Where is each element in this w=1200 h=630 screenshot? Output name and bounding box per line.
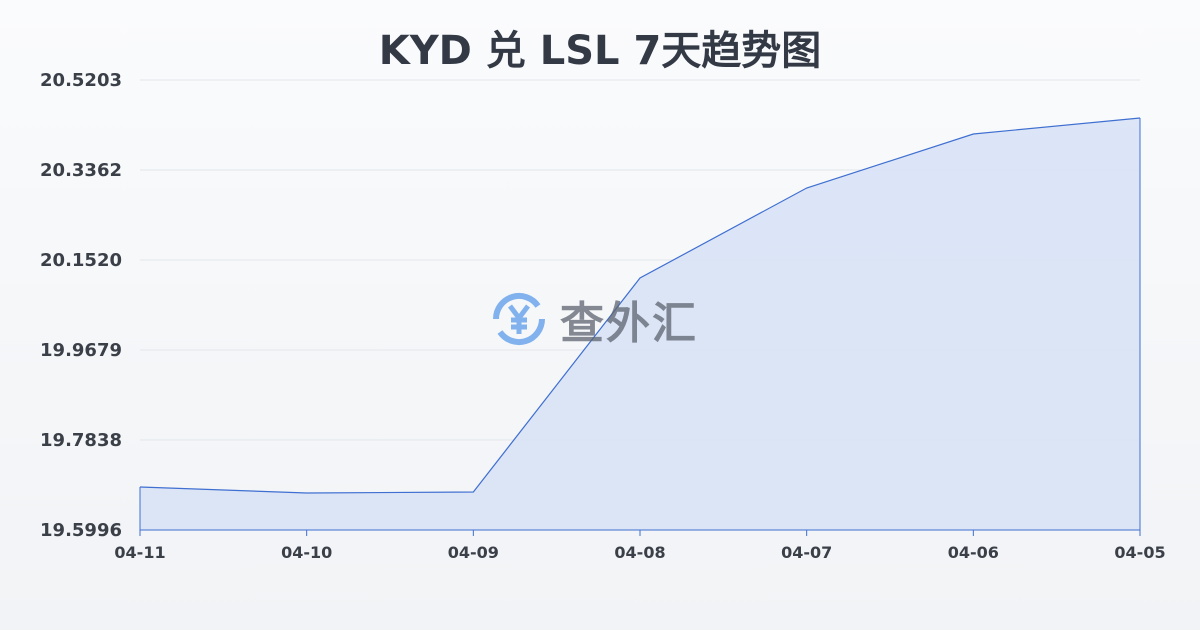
watermark: 查外汇	[488, 287, 698, 351]
chart-title: KYD 兑 LSL 7天趋势图	[378, 28, 822, 74]
watermark-text: 查外汇	[560, 298, 698, 349]
y-tick-label: 20.3362	[40, 160, 122, 181]
x-tick-label: 04-06	[948, 543, 999, 562]
x-tick-label: 04-09	[448, 543, 499, 562]
y-tick-label: 19.5996	[40, 520, 122, 541]
y-tick-label: 20.1520	[40, 250, 122, 271]
y-tick-label: 19.7838	[40, 430, 122, 451]
y-tick-label: 20.5203	[40, 70, 122, 91]
x-tick-label: 04-05	[1114, 543, 1165, 562]
x-tick-label: 04-07	[781, 543, 832, 562]
x-tick-label: 04-08	[614, 543, 665, 562]
x-tick-label: 04-10	[281, 543, 332, 562]
y-tick-label: 19.9679	[40, 340, 122, 361]
area-fill	[140, 117, 1140, 531]
yen-exchange-icon	[492, 292, 546, 346]
x-tick-label: 04-11	[114, 543, 165, 562]
